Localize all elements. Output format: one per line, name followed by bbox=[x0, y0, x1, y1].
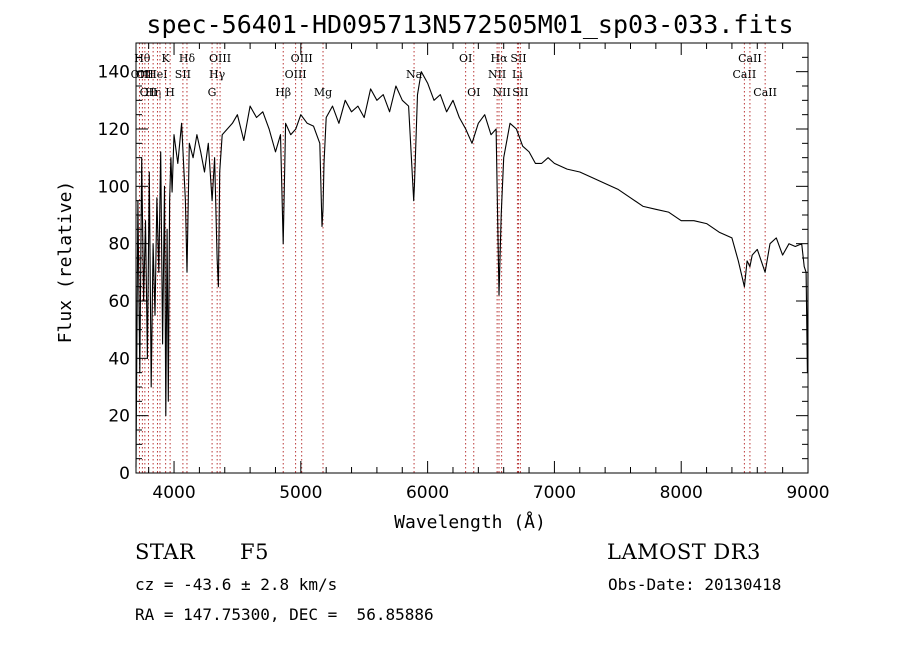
y-axis-label: Flux (relative) bbox=[55, 181, 76, 344]
x-tick-label: 8000 bbox=[660, 483, 703, 503]
spectral-line-label: OI bbox=[459, 52, 472, 65]
spectral-line-label: CaII bbox=[733, 68, 757, 81]
spectrum-line bbox=[135, 71, 809, 468]
y-tick-label: 0 bbox=[119, 464, 130, 484]
observation-date: Obs-Date: 20130418 bbox=[608, 575, 782, 594]
spectral-line-label: Hγ bbox=[209, 68, 226, 81]
spectral-line-label: OIII bbox=[291, 52, 313, 65]
x-tick-label: 5000 bbox=[279, 483, 322, 503]
y-tick-label: 20 bbox=[108, 407, 130, 427]
spectral-line-label: HeI bbox=[147, 68, 167, 81]
y-tick-label: 80 bbox=[108, 235, 130, 255]
spectral-line-label: H bbox=[165, 86, 175, 99]
x-tick-label: 9000 bbox=[786, 483, 829, 503]
axes-layer bbox=[135, 42, 809, 474]
y-tick-label: 40 bbox=[108, 349, 130, 369]
spectral-line-label: Hθ bbox=[134, 52, 151, 65]
x-tick-label: 4000 bbox=[152, 483, 195, 503]
x-tick-label: 7000 bbox=[533, 483, 576, 503]
spectral-line-label: Hδ bbox=[179, 52, 196, 65]
x-axis-label: Wavelength (Å) bbox=[394, 511, 546, 533]
object-class: STAR bbox=[135, 540, 196, 564]
spectral-line-label: Li bbox=[512, 68, 523, 81]
survey-name: LAMOST DR3 bbox=[607, 540, 761, 564]
spectral-line-label: Hβ bbox=[275, 86, 291, 99]
y-tick-label: 140 bbox=[98, 63, 130, 83]
redshift-velocity: cz = -43.6 ± 2.8 km/s bbox=[135, 575, 338, 594]
spectral-line-label: SII bbox=[510, 52, 526, 65]
spectral-line-label: NII bbox=[493, 86, 511, 99]
spectral-line-label: Mg bbox=[314, 86, 332, 99]
spectral-line-label: OIII bbox=[285, 68, 307, 81]
spectral-line-label: G bbox=[208, 86, 217, 99]
spectral-line-label: Hα bbox=[490, 52, 508, 65]
spectral-line-label: K bbox=[162, 52, 171, 65]
ticks-layer: 4000 5000 6000 7000 8000 9000 0 20 40 60 80 100 120 1… bbox=[98, 43, 830, 503]
spectral-line-label: SII bbox=[175, 68, 191, 81]
spectral-line-label: CaII bbox=[738, 52, 762, 65]
y-tick-label: 100 bbox=[98, 177, 130, 197]
spectral-line-label: OIII bbox=[209, 52, 231, 65]
spectral-line-label: NII bbox=[488, 68, 506, 81]
spectral-line-label: OI bbox=[467, 86, 480, 99]
spectral-line-label: CaII bbox=[753, 86, 777, 99]
plot-frame bbox=[135, 42, 809, 474]
x-tick-label: 6000 bbox=[406, 483, 449, 503]
y-tick-label: 60 bbox=[108, 292, 130, 312]
spectral-subclass: F5 bbox=[240, 540, 269, 564]
series-layer bbox=[135, 71, 809, 468]
sky-coordinates: RA = 147.75300, DEC = 56.85886 bbox=[135, 605, 434, 624]
spectral-line-label: Hη bbox=[145, 86, 161, 99]
spectral-line-label: Na bbox=[406, 68, 423, 81]
chart-title: spec-56401-HD095713N572505M01_sp03-033.f… bbox=[146, 10, 793, 39]
spectral-lines-layer: OIIHθOIIOIIHηHeIKHSIIHδGHγOIIIHβOIIIOIII… bbox=[131, 43, 777, 473]
y-tick-label: 120 bbox=[98, 120, 130, 140]
spectral-line-label: SII bbox=[512, 86, 528, 99]
